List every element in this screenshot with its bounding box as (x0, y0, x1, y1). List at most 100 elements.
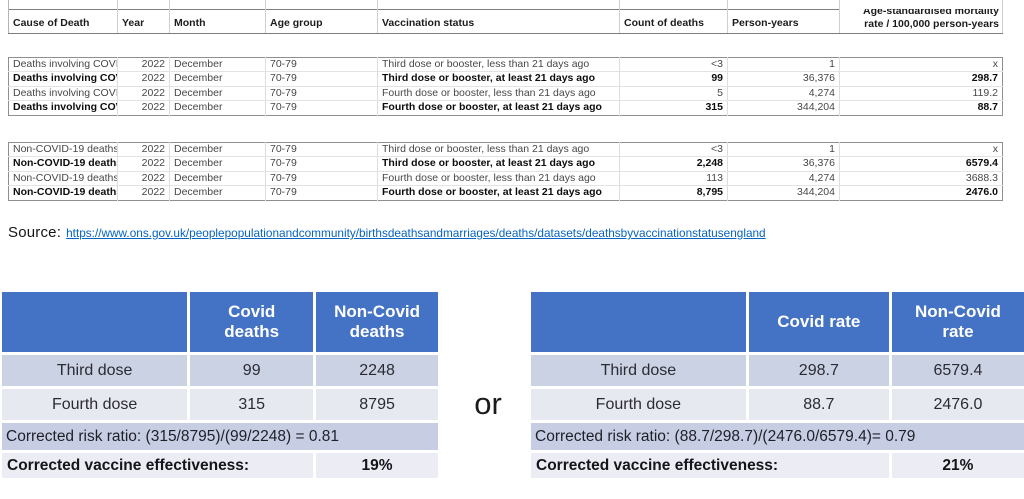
cell-rate: 119.2 (839, 86, 1003, 101)
cell-rate: x (839, 142, 1003, 157)
cell-cause: Non-COVID-19 deaths (8, 171, 118, 186)
cell-age-group: 70-79 (265, 156, 378, 172)
cell-age-group: 70-79 (265, 57, 378, 72)
cell-vaccination-status: Fourth dose or booster, at least 21 days… (377, 100, 620, 115)
effectiveness-row: Corrected vaccine effectiveness: 21% (531, 453, 1024, 478)
header-mortality-rate: Age-standardised mortality rate / 100,00… (839, 9, 1003, 34)
effectiveness-label: Corrected vaccine effectiveness: (2, 453, 314, 478)
table-row: Non-COVID-19 deaths 2022 December 70-79 … (8, 171, 1003, 186)
table-row: Fourth dose 88.7 2476.0 (531, 389, 1024, 420)
cell-vaccination-status: Third dose or booster, at least 21 days … (377, 156, 620, 172)
cell-cause: Non-COVID-19 deaths (8, 185, 118, 200)
cell-year: 2022 (117, 185, 170, 200)
cell-vaccination-status: Third dose or booster, less than 21 days… (377, 142, 620, 157)
cell-person-years: 4,274 (727, 86, 840, 101)
table-row: Fourth dose 315 8795 (2, 389, 438, 420)
cell-vaccination-status: Fourth dose or booster, less than 21 day… (377, 86, 620, 101)
cell-month: December (169, 57, 266, 72)
cell-count: 315 (619, 100, 728, 115)
cell-covid-deaths: 99 (190, 355, 314, 386)
cell-noncovid-deaths: 2248 (316, 355, 438, 386)
table-row: Deaths involving COVID-19 2022 December … (8, 71, 1003, 87)
cell-count: 113 (619, 171, 728, 186)
summary-header-noncovid-deaths: Non-Covid deaths (316, 292, 438, 352)
header-person-years: Person-years (727, 8, 840, 34)
source-link[interactable]: https://www.ons.gov.uk/peoplepopulationa… (66, 226, 766, 240)
cell-month: December (169, 142, 266, 157)
cell-noncovid-rate: 6579.4 (891, 355, 1024, 386)
summary-table-deaths: Covid deaths Non-Covid deaths Third dose… (0, 289, 441, 481)
cell-month: December (169, 171, 266, 186)
header-month: Month (169, 8, 266, 34)
cell-vaccination-status: Third dose or booster, at least 21 days … (377, 71, 620, 87)
cell-cause: Deaths involving COVID-19 (8, 86, 118, 101)
risk-ratio-text: Corrected risk ratio: (315/8795)/(99/224… (2, 423, 438, 450)
cell-rate: 298.7 (839, 71, 1003, 87)
cell-age-group: 70-79 (265, 171, 378, 186)
cell-covid-deaths: 315 (190, 389, 314, 420)
summary-header-row: Covid deaths Non-Covid deaths (2, 292, 438, 352)
risk-ratio-text: Corrected risk ratio: (88.7/298.7)/(2476… (531, 423, 1024, 450)
table-row: Non-COVID-19 deaths 2022 December 70-79 … (8, 142, 1003, 157)
cell-person-years: 344,204 (727, 185, 840, 200)
cell-count: 99 (619, 71, 728, 87)
cell-cause: Deaths involving COVID-19 (8, 100, 118, 115)
cell-person-years: 4,274 (727, 171, 840, 186)
non-covid-deaths-block: Non-COVID-19 deaths 2022 December 70-79 … (8, 141, 1003, 201)
summary-header-covid-deaths: Covid deaths (190, 292, 314, 352)
cell-year: 2022 (117, 86, 170, 101)
covid-deaths-block: Deaths involving COVID-19 2022 December … (8, 56, 1003, 116)
summary-header-covid-rate: Covid rate (748, 292, 889, 352)
cell-year: 2022 (117, 142, 170, 157)
row-label-fourth-dose: Fourth dose (531, 389, 746, 420)
summary-header-row: Covid rate Non-Covid rate (531, 292, 1024, 352)
cell-noncovid-rate: 2476.0 (891, 389, 1024, 420)
or-separator-label: or (474, 386, 502, 421)
cell-year: 2022 (117, 57, 170, 72)
cell-rate: 88.7 (977, 101, 998, 113)
header-mortality-rate-text: Age-standardised mortality rate / 100,00… (863, 9, 999, 30)
cell-age-group: 70-79 (265, 142, 378, 157)
risk-ratio-row: Corrected risk ratio: (315/8795)/(99/224… (2, 423, 438, 450)
grid-spacer-row (8, 0, 1003, 9)
table-row: Non-COVID-19 deaths 2022 December 70-79 … (8, 185, 1003, 200)
effectiveness-value: 21% (891, 453, 1024, 478)
cell-person-years: 36,376 (727, 156, 840, 172)
cell-month: December (169, 71, 266, 87)
header-count-of-deaths: Count of deaths (619, 8, 728, 34)
cell-rate: 2476.0 (965, 186, 998, 198)
source-label: Source: (8, 224, 62, 241)
effectiveness-row: Corrected vaccine effectiveness: 19% (2, 453, 438, 478)
cell-covid-rate: 298.7 (748, 355, 889, 386)
effectiveness-value: 19% (316, 453, 438, 478)
table-row: Non-COVID-19 deaths 2022 December 70-79 … (8, 156, 1003, 172)
cell-noncovid-deaths: 8795 (316, 389, 438, 420)
cell-count: <3 (619, 142, 728, 157)
table-row: Deaths involving COVID-19 2022 December … (8, 100, 1003, 115)
cell-vaccination-status: Fourth dose or booster, less than 21 day… (377, 171, 620, 186)
table-row: Third dose 99 2248 (2, 355, 438, 386)
cell-year: 2022 (117, 100, 170, 115)
column-header-row: Cause of Death Year Month Age group Vacc… (8, 8, 1003, 34)
table-row: Deaths involving COVID-19 2022 December … (8, 86, 1003, 101)
header-year: Year (117, 8, 170, 34)
summary-header-empty (2, 292, 188, 352)
cell-age-group: 70-79 (265, 185, 378, 200)
cell-person-years: 1 (727, 57, 840, 72)
row-label-third-dose: Third dose (531, 355, 746, 386)
cell-month: December (169, 100, 266, 115)
summary-table-rates: Covid rate Non-Covid rate Third dose 298… (528, 289, 1024, 481)
effectiveness-label: Corrected vaccine effectiveness: (531, 453, 889, 478)
cell-count: 5 (619, 86, 728, 101)
row-label-fourth-dose: Fourth dose (2, 389, 188, 420)
cell-cause: Non-COVID-19 deaths (8, 156, 118, 172)
cell-rate: x (839, 57, 1003, 72)
cell-cause: Deaths involving COVID-19 (8, 57, 118, 72)
cell-vaccination-status: Third dose or booster, less than 21 days… (377, 57, 620, 72)
cell-year: 2022 (117, 156, 170, 172)
cell-person-years: 1 (727, 142, 840, 157)
table-row: Deaths involving COVID-19 2022 December … (8, 57, 1003, 72)
cell-rate: 6579.4 (839, 156, 1003, 172)
source-line: Source: https://www.ons.gov.uk/peoplepopu… (8, 224, 766, 241)
table-row: Third dose 298.7 6579.4 (531, 355, 1024, 386)
